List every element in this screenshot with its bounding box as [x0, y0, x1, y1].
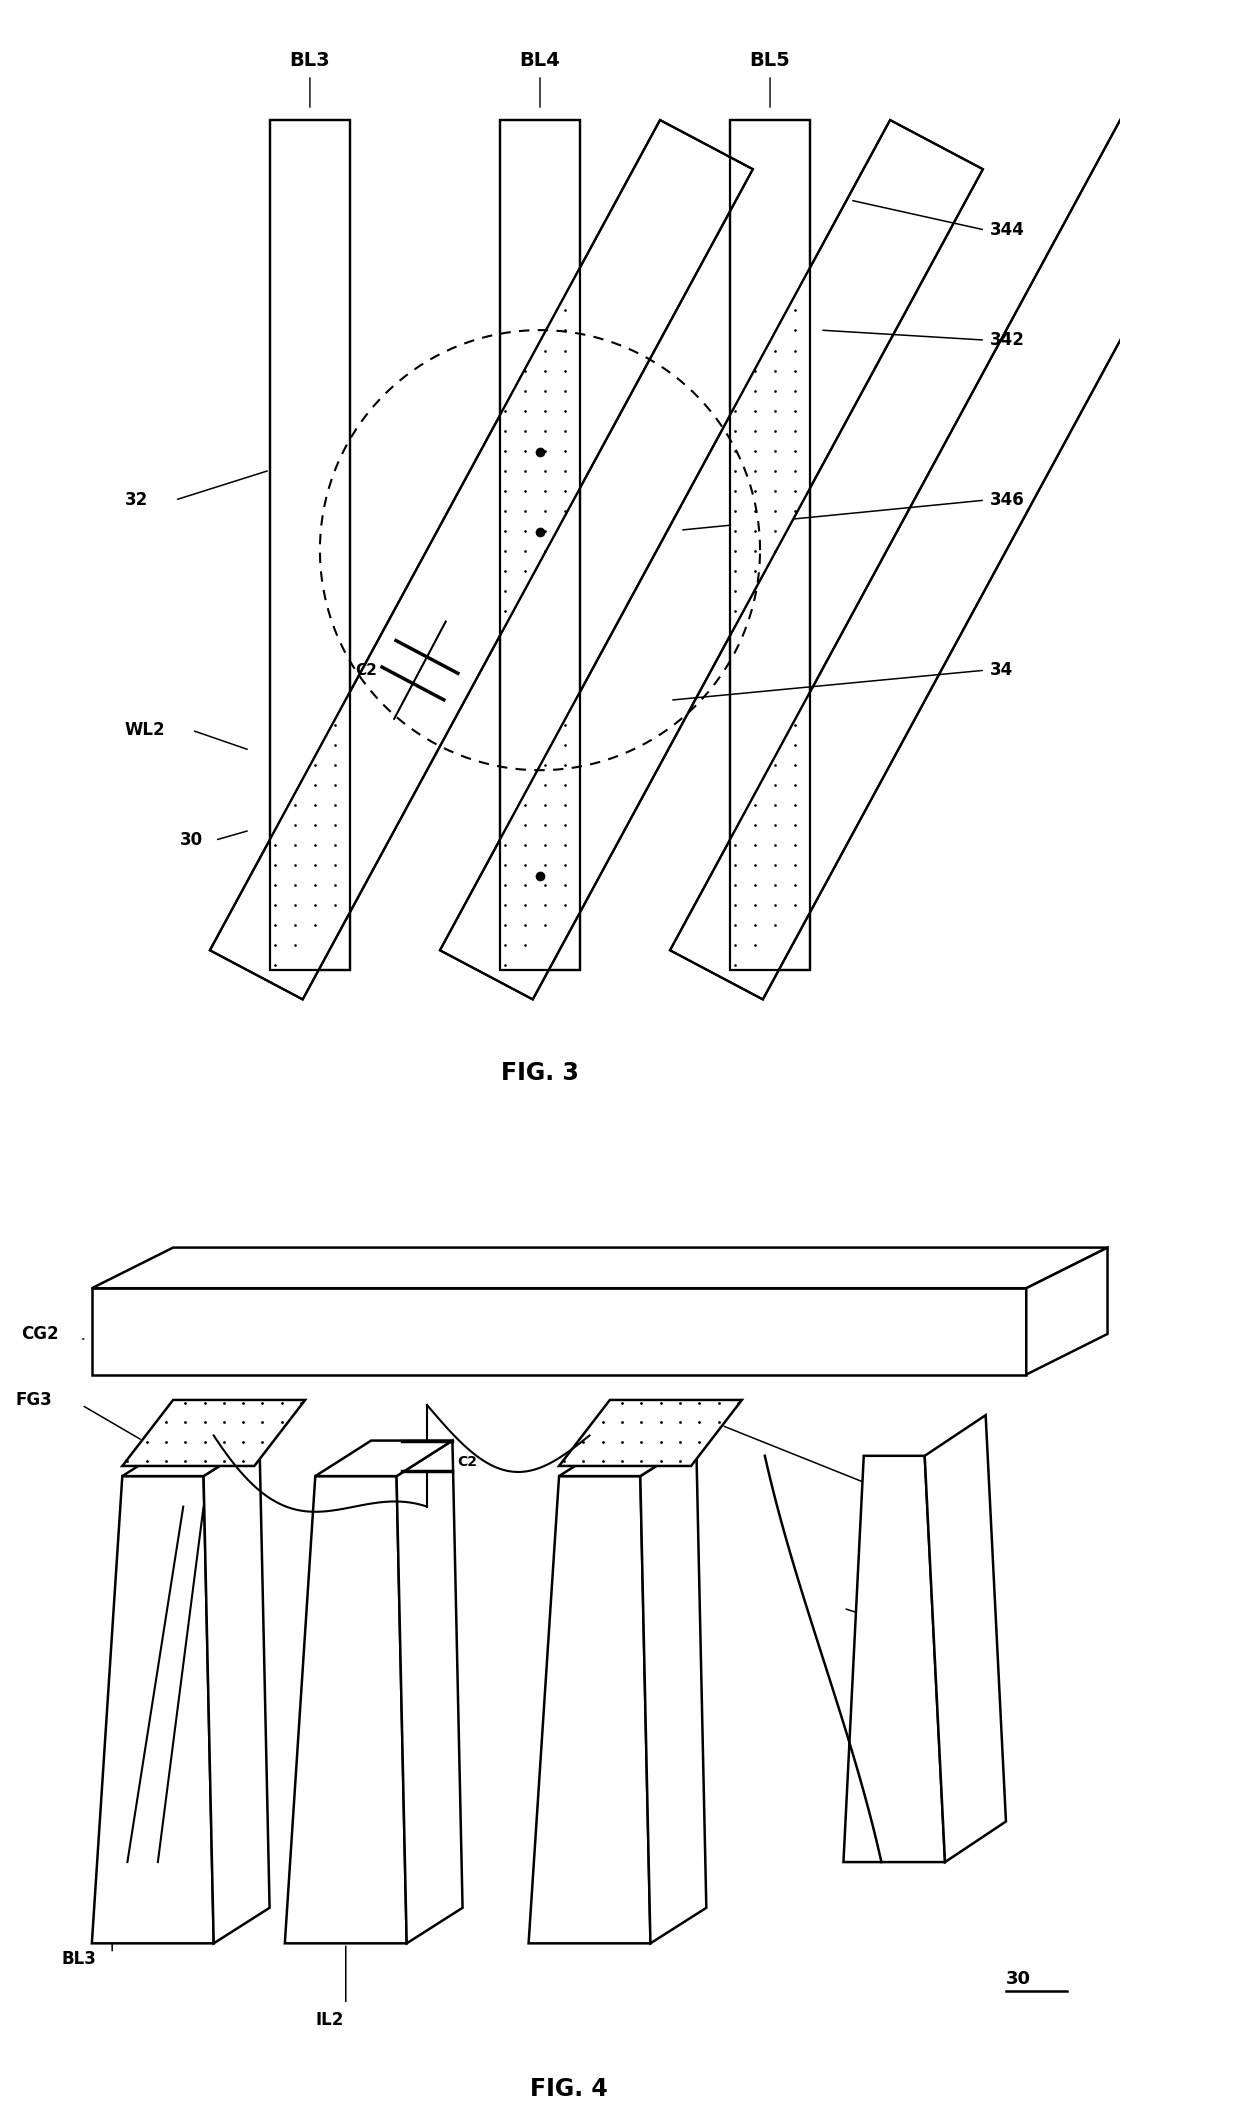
- Polygon shape: [730, 267, 810, 635]
- Text: BL3: BL3: [61, 1949, 97, 1968]
- Polygon shape: [1027, 1248, 1107, 1375]
- Text: 30: 30: [180, 832, 203, 849]
- Polygon shape: [92, 1289, 1027, 1375]
- Bar: [270, 121, 350, 971]
- Polygon shape: [730, 692, 810, 971]
- Text: 346: 346: [990, 491, 1024, 510]
- Text: FG4: FG4: [874, 1492, 910, 1511]
- Text: FIG. 4: FIG. 4: [531, 2076, 608, 2101]
- Polygon shape: [397, 1441, 463, 1942]
- Bar: [730, 121, 810, 971]
- Polygon shape: [528, 1477, 651, 1942]
- Text: WL2: WL2: [125, 722, 165, 738]
- Polygon shape: [92, 1248, 1107, 1289]
- Polygon shape: [270, 692, 350, 971]
- Bar: [270, 121, 350, 971]
- Polygon shape: [123, 1441, 259, 1477]
- Text: BL4: BL4: [874, 1625, 909, 1642]
- Polygon shape: [500, 267, 580, 635]
- Text: C2: C2: [355, 662, 377, 679]
- Polygon shape: [925, 1416, 1006, 1862]
- Polygon shape: [500, 692, 580, 971]
- Bar: [500, 121, 580, 971]
- Text: 32: 32: [125, 491, 148, 510]
- Text: IL2: IL2: [315, 2010, 343, 2029]
- Text: CG2: CG2: [21, 1325, 58, 1344]
- Polygon shape: [315, 1441, 453, 1477]
- Text: BL4: BL4: [520, 51, 560, 70]
- Text: BL3: BL3: [290, 51, 330, 70]
- Polygon shape: [559, 1441, 696, 1477]
- Text: 30: 30: [1006, 1970, 1030, 1987]
- Polygon shape: [843, 1456, 945, 1862]
- Bar: [500, 121, 580, 971]
- Text: BL5: BL5: [750, 51, 790, 70]
- Text: 344: 344: [990, 220, 1025, 239]
- Polygon shape: [210, 121, 753, 999]
- Text: FG3: FG3: [16, 1390, 52, 1409]
- Polygon shape: [559, 1401, 742, 1466]
- Polygon shape: [123, 1401, 305, 1466]
- Polygon shape: [203, 1441, 269, 1942]
- Polygon shape: [670, 121, 1213, 999]
- Text: C2: C2: [458, 1456, 477, 1469]
- Polygon shape: [440, 121, 983, 999]
- Polygon shape: [640, 1441, 707, 1942]
- Text: 342: 342: [990, 330, 1025, 349]
- Text: 34: 34: [990, 660, 1013, 679]
- Polygon shape: [92, 1477, 213, 1942]
- Text: FIG. 3: FIG. 3: [501, 1062, 579, 1086]
- Polygon shape: [285, 1477, 407, 1942]
- Bar: [730, 121, 810, 971]
